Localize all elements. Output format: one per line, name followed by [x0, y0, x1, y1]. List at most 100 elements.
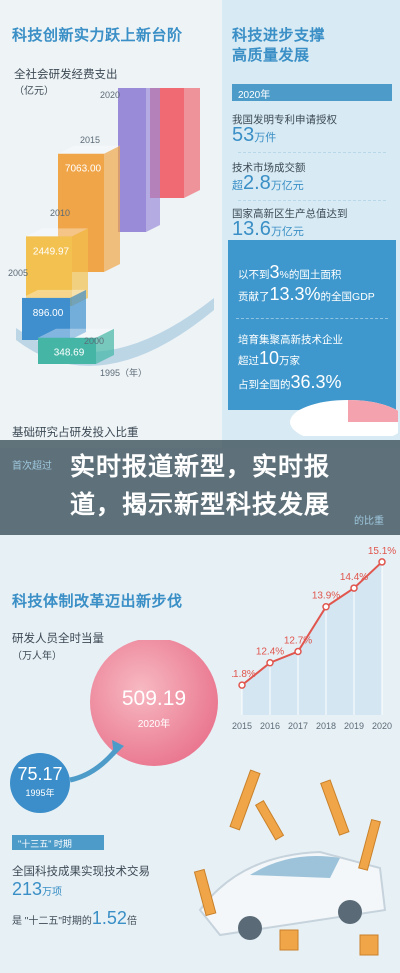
- bar-side-2020: [184, 88, 200, 198]
- staff-title: 研发人员全时当量: [12, 633, 104, 645]
- market-prefix: 超: [232, 180, 243, 192]
- trade-compare-plan: "十二五": [24, 916, 62, 927]
- line-point-2016: [266, 658, 274, 667]
- trade-compare-text: 是: [12, 916, 22, 927]
- line-value-label-2016: 12.4%: [256, 647, 284, 658]
- firm-text: 超过: [238, 355, 259, 367]
- bar-side-1995: [96, 328, 114, 364]
- staff-unit: （万人年）: [12, 651, 62, 662]
- robot-car-illustration: [193, 769, 387, 956]
- bar-value-label-2005: 2449.97: [33, 246, 70, 257]
- gdp-text: 贡献了: [238, 291, 270, 303]
- basic-research-title: 基础研究占研发投入比重: [12, 427, 139, 439]
- line-x-label-2017: 2017: [288, 721, 308, 731]
- line-x-label-2019: 2019: [344, 721, 364, 731]
- bar-category-label-2010: 2010: [50, 208, 70, 218]
- staff-2020-circle: [90, 640, 218, 766]
- bar-2015: [118, 88, 146, 232]
- ratio-line-chart: 11.8% 2015 12.4% 2016 12.7% 2017 13.9% 2018 14.4…: [232, 546, 396, 731]
- bar-value-label-2000: 896.00: [33, 308, 64, 319]
- share-value: 36.3%: [290, 372, 342, 392]
- line-value-label-2019: 14.4%: [340, 572, 368, 583]
- rd-expenditure-chart: 24426.00202014169.8820157063.0020102449.…: [8, 88, 214, 378]
- section-title-reform: 科技体制改革迈出新步伐: [12, 593, 183, 610]
- line-series: [241, 561, 383, 686]
- basic-research-sub: 首次超过: [12, 461, 52, 472]
- line-value-label-2017: 12.7%: [284, 636, 312, 647]
- trade-title: 全国科技成果实现技术交易: [12, 866, 150, 878]
- line-value-label-2018: 13.9%: [312, 591, 340, 602]
- patent-number: 53: [232, 124, 255, 146]
- bar-2000: [22, 297, 70, 340]
- section-title-progress-2: 高质量发展: [232, 47, 310, 64]
- zone-number: 13.6: [232, 218, 271, 240]
- bar-side-2015: [146, 88, 160, 232]
- staff-2020-year: 2020年: [137, 719, 171, 730]
- market-unit: 万亿元: [270, 180, 304, 192]
- trade-value: 213: [12, 879, 43, 899]
- staff-2020-value: 509.19: [121, 687, 187, 710]
- trade-compare-unit: 倍: [126, 916, 137, 927]
- firm-unit: 万家: [279, 355, 301, 367]
- headline-overlay: [0, 440, 400, 535]
- bar-2005: [26, 236, 72, 306]
- divider: [236, 318, 388, 319]
- trade-compare-text: 时期的: [61, 916, 92, 927]
- plan-13th-tag: "十三五" 时期: [12, 835, 104, 850]
- zone-value: 13.6万亿元: [232, 218, 304, 241]
- line-x-label-2015: 2015: [232, 721, 252, 731]
- bar-value-label-1995: 348.69: [54, 348, 85, 359]
- divider: [238, 152, 386, 153]
- rd-expenditure-unit: （亿元）: [14, 86, 54, 97]
- gdp-text: 以不到: [238, 269, 270, 281]
- staff-1995-circle: [10, 753, 70, 813]
- line-value-label-2020: 15.1%: [368, 546, 396, 557]
- bar-top-1995: [38, 328, 114, 338]
- bar-top-2005: [26, 228, 88, 237]
- growth-arrow-head: [112, 740, 124, 756]
- bar-category-label-2000: 2000: [84, 336, 104, 346]
- trade-compare-value: 1.52: [91, 908, 127, 928]
- bar-1995: [38, 337, 96, 364]
- section-title-innovation: 科技创新实力跃上新台阶: [12, 27, 183, 44]
- line-point-2018: [322, 602, 330, 611]
- line-value-label-2015: 11.8%: [232, 669, 256, 680]
- gdp-land-percent: %: [279, 269, 289, 281]
- year-2020-bar: 2020年: [232, 84, 392, 101]
- line-x-label-2020: 2020: [372, 721, 392, 731]
- gdp-share-value: 13.3%: [269, 284, 321, 304]
- zone-unit: 万亿元: [270, 226, 304, 238]
- line-x-label-2018: 2018: [316, 721, 336, 731]
- line-point-2019: [350, 584, 358, 592]
- bar-side-2000: [70, 289, 86, 340]
- rd-expenditure-title: 全社会研发经费支出: [14, 69, 118, 81]
- line-point-2020: [378, 558, 386, 566]
- bar-category-label-2015: 2015: [80, 135, 100, 145]
- headline-title: 实时报道新型，实时报 道，揭示新型科技发展: [0, 448, 400, 524]
- zone-label: 国家高新区生产总值达到: [232, 208, 348, 220]
- bar-top-2000: [22, 289, 86, 298]
- line-x-label-2016: 2016: [260, 721, 280, 731]
- market-value: 超2.8万亿元: [232, 172, 304, 195]
- patent-label: 我国发明专利申请授权: [232, 114, 337, 126]
- bar-side-2010: [104, 145, 120, 272]
- bar-category-label-1995: 1995（年）: [100, 367, 147, 378]
- headline-line-2: 道，揭示新型科技发展: [69, 490, 330, 519]
- share-text: 占到全国的: [238, 379, 291, 391]
- gdp-land-number: 3: [269, 262, 280, 282]
- ratio-tail: 的比重: [354, 516, 384, 527]
- line-point-2015: [238, 681, 246, 689]
- market-label: 技术市场成交额: [232, 162, 306, 174]
- bar-top-2010: [58, 145, 120, 154]
- line-point-2017: [294, 647, 302, 656]
- bar-value-label-2010: 7063.00: [65, 164, 102, 175]
- trade-unit: 万项: [42, 887, 63, 898]
- firm-label: 培育集聚高新技术企业: [238, 334, 343, 346]
- firm-number: 10: [259, 348, 280, 368]
- share-pie: [290, 400, 398, 436]
- headline-line-1: 实时报道新型，实时报: [69, 452, 330, 481]
- chart-base-ring: [16, 298, 214, 366]
- bar-side-2005: [72, 228, 88, 306]
- line-area: [242, 561, 382, 715]
- section-title-progress-1: 科技进步支撑: [232, 27, 326, 44]
